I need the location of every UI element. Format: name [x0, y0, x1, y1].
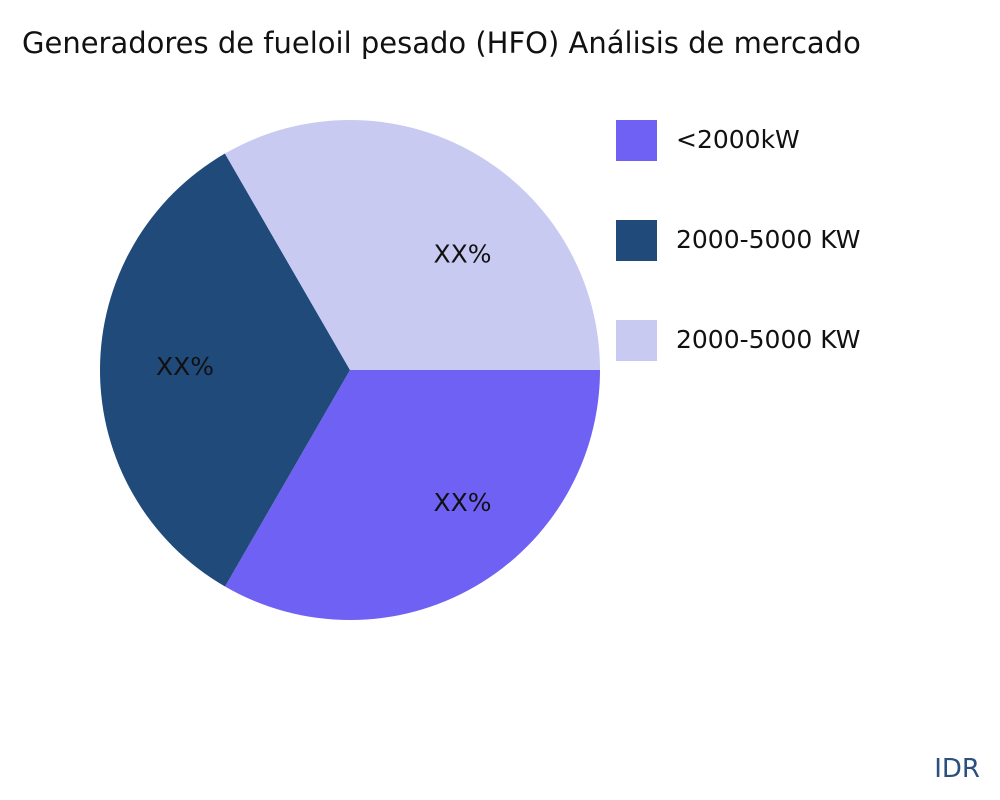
legend-label-0: <2000kW: [676, 125, 800, 154]
slice-label-2: XX%: [433, 240, 491, 269]
slice-label-1: XX%: [156, 352, 214, 381]
legend-swatch-2: [616, 320, 657, 361]
pie-slice-1: [100, 153, 350, 587]
legend-label-1: 2000-5000 KW: [676, 225, 860, 254]
pie-slice-0: [225, 370, 600, 621]
chart-title: Generadores de fueloil pesado (HFO) Anál…: [22, 26, 861, 60]
legend-label-2: 2000-5000 KW: [676, 325, 860, 354]
slice-label-0: XX%: [434, 488, 492, 517]
legend-swatch-0: [616, 120, 657, 161]
legend-swatch-1: [616, 220, 657, 261]
watermark-logo: IDR: [934, 754, 980, 784]
pie-slice-2: [224, 119, 601, 371]
